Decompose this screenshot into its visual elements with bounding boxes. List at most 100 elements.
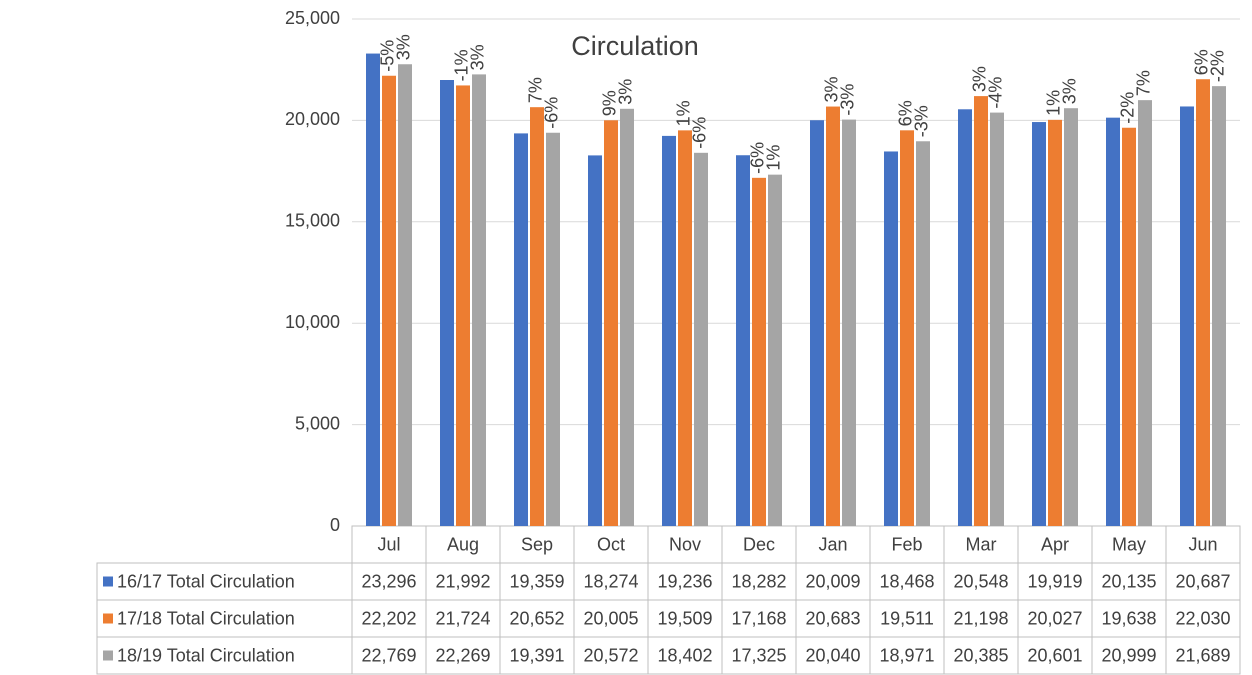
table-value: 17,325 xyxy=(731,645,786,665)
bar xyxy=(1064,108,1078,526)
bar xyxy=(472,74,486,527)
table-value: 20,687 xyxy=(1175,571,1230,591)
table-value: 20,040 xyxy=(805,645,860,665)
table-value: 18,274 xyxy=(583,571,638,591)
legend-swatch xyxy=(103,576,113,587)
bar xyxy=(736,155,750,527)
change-label: 3% xyxy=(1060,78,1080,104)
change-label: 3% xyxy=(394,34,414,60)
bar xyxy=(958,109,972,526)
change-label: -2% xyxy=(1118,92,1138,124)
table-value: 20,005 xyxy=(583,608,638,628)
table-value: 19,359 xyxy=(509,571,564,591)
bar xyxy=(810,120,824,527)
x-tick-label: Apr xyxy=(1041,534,1069,554)
bar xyxy=(1106,117,1120,526)
table-value: 22,269 xyxy=(435,645,490,665)
y-tick-label: 15,000 xyxy=(285,211,340,231)
change-label: -6% xyxy=(748,142,768,174)
change-label: 1% xyxy=(674,100,694,126)
table-value: 20,652 xyxy=(509,608,564,628)
bar xyxy=(1212,86,1226,526)
change-label: -3% xyxy=(912,105,932,137)
change-label: 3% xyxy=(970,66,990,92)
change-label: 3% xyxy=(822,77,842,103)
table-value: 20,009 xyxy=(805,571,860,591)
bar xyxy=(604,120,618,527)
change-label: 7% xyxy=(1134,70,1154,96)
bar xyxy=(884,151,898,526)
bar xyxy=(990,112,1004,527)
x-tick-label: Dec xyxy=(743,534,775,554)
table-value: 20,572 xyxy=(583,645,638,665)
bar xyxy=(694,152,708,526)
bar xyxy=(546,132,560,526)
table-value: 22,202 xyxy=(361,608,416,628)
legend-swatch xyxy=(103,613,113,624)
change-label: -6% xyxy=(542,97,562,129)
bar xyxy=(752,177,766,527)
table-value: 21,724 xyxy=(435,608,490,628)
bar xyxy=(456,85,470,526)
change-label: -1% xyxy=(452,49,472,81)
change-label: 3% xyxy=(616,79,636,105)
change-label: 6% xyxy=(896,100,916,126)
bar xyxy=(1122,127,1136,526)
table-value: 18,402 xyxy=(657,645,712,665)
y-tick-label: 20,000 xyxy=(285,109,340,129)
table-value: 20,999 xyxy=(1101,645,1156,665)
bar xyxy=(974,96,988,527)
bar xyxy=(678,130,692,526)
change-label: -5% xyxy=(378,40,398,72)
bar xyxy=(826,106,840,526)
bar xyxy=(1196,79,1210,526)
bar xyxy=(900,130,914,526)
x-tick-label: Feb xyxy=(891,534,922,554)
legend-label: 17/18 Total Circulation xyxy=(117,608,295,628)
bar xyxy=(916,141,930,526)
table-value: 19,509 xyxy=(657,608,712,628)
x-tick-label: Jul xyxy=(377,534,400,554)
x-tick-label: Jun xyxy=(1188,534,1217,554)
change-label: 3% xyxy=(468,44,488,70)
change-label: 1% xyxy=(764,145,784,171)
y-tick-label: 0 xyxy=(330,515,340,535)
table-value: 20,601 xyxy=(1027,645,1082,665)
bar xyxy=(1048,119,1062,526)
bar xyxy=(382,75,396,526)
table-value: 19,391 xyxy=(509,645,564,665)
table-value: 22,769 xyxy=(361,645,416,665)
table-value: 20,027 xyxy=(1027,608,1082,628)
bar xyxy=(398,64,412,526)
table-value: 19,236 xyxy=(657,571,712,591)
x-tick-label: Sep xyxy=(521,534,553,554)
change-label: -4% xyxy=(986,77,1006,109)
bar xyxy=(440,80,454,526)
x-tick-label: Mar xyxy=(966,534,997,554)
table-value: 21,992 xyxy=(435,571,490,591)
table-value: 22,030 xyxy=(1175,608,1230,628)
bar xyxy=(1032,122,1046,527)
bar xyxy=(842,119,856,526)
y-tick-label: 5,000 xyxy=(295,413,340,433)
x-tick-label: May xyxy=(1112,534,1146,554)
bar xyxy=(588,155,602,527)
bar xyxy=(662,135,676,526)
table-value: 23,296 xyxy=(361,571,416,591)
x-tick-label: Nov xyxy=(669,534,701,554)
legend-swatch xyxy=(103,650,113,661)
bar xyxy=(768,174,782,527)
table-value: 18,971 xyxy=(879,645,934,665)
change-label: 9% xyxy=(600,90,620,116)
change-label: 7% xyxy=(526,77,546,103)
chart-title: Circulation xyxy=(571,31,699,61)
bar xyxy=(530,107,544,527)
table-value: 20,548 xyxy=(953,571,1008,591)
table-value: 20,385 xyxy=(953,645,1008,665)
change-label: -3% xyxy=(838,84,858,116)
table-value: 18,468 xyxy=(879,571,934,591)
bar xyxy=(366,53,380,526)
legend-label: 16/17 Total Circulation xyxy=(117,571,295,591)
legend-label: 18/19 Total Circulation xyxy=(117,645,295,665)
